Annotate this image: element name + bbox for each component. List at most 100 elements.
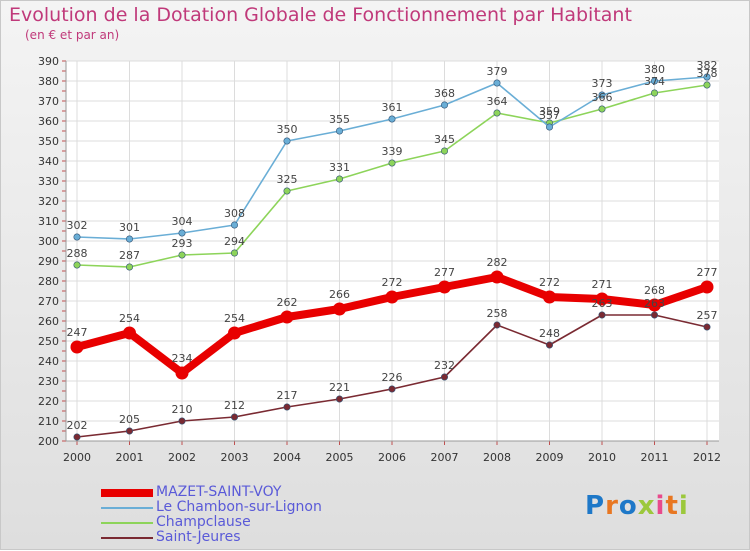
data-point-saint-jeures (231, 413, 239, 421)
data-point-chambon (650, 77, 658, 85)
data-label-chambon: 308 (224, 207, 245, 220)
x-tick-label: 2002 (168, 451, 196, 464)
data-point-chambon (703, 73, 711, 81)
data-point-chambon (440, 101, 448, 109)
data-label-champclause: 359 (539, 105, 560, 118)
data-label-champclause: 325 (277, 173, 298, 186)
y-tick-label: 370 (38, 95, 59, 108)
legend-item-saint-jeures: Saint-Jeures (101, 529, 401, 545)
data-label-saint-jeures: 257 (697, 309, 718, 322)
data-label-saint-jeures: 263 (644, 297, 665, 310)
data-label-mazet: 254 (119, 312, 140, 325)
data-label-chambon: 379 (487, 65, 508, 78)
data-point-mazet (175, 366, 189, 380)
data-label-chambon: 357 (539, 109, 560, 122)
legend-swatch-chambon (101, 507, 153, 509)
x-tick-label: 2008 (483, 451, 511, 464)
y-tick-label: 330 (38, 175, 59, 188)
data-label-saint-jeures: 210 (172, 403, 193, 416)
data-label-chambon: 355 (329, 113, 350, 126)
legend-swatch-champclause (101, 522, 153, 524)
data-label-champclause: 374 (644, 75, 665, 88)
y-tick-label: 220 (38, 395, 59, 408)
y-tick-label: 350 (38, 135, 59, 148)
data-point-champclause (598, 105, 606, 113)
data-label-mazet: 282 (487, 256, 508, 269)
x-tick-label: 2012 (693, 451, 721, 464)
data-label-champclause: 331 (329, 161, 350, 174)
data-point-champclause (650, 89, 658, 97)
data-point-mazet (123, 326, 136, 340)
chart-title: Evolution de la Dotation Globale de Fonc… (9, 4, 632, 26)
data-label-mazet: 266 (329, 288, 350, 301)
x-tick-label: 2004 (273, 451, 301, 464)
data-point-champclause (703, 81, 711, 89)
legend-item-chambon: Le Chambon-sur-Lignon (101, 499, 401, 515)
data-point-chambon (283, 137, 291, 145)
data-point-mazet (333, 302, 346, 316)
data-point-saint-jeures (73, 433, 81, 441)
legend-item-champclause: Champclause (101, 514, 401, 530)
data-point-champclause (126, 263, 134, 271)
y-tick-label: 270 (38, 295, 59, 308)
data-label-mazet: 268 (644, 284, 665, 297)
data-point-champclause (493, 109, 501, 117)
data-label-champclause: 364 (487, 95, 508, 108)
legend-item-mazet: MAZET-SAINT-VOY (101, 484, 401, 500)
data-point-saint-jeures (126, 427, 134, 435)
y-tick-label: 390 (38, 55, 59, 68)
y-tick-label: 250 (38, 335, 59, 348)
data-point-saint-jeures (283, 403, 291, 411)
data-point-champclause (178, 251, 186, 259)
x-tick-label: 2007 (431, 451, 459, 464)
y-tick-label: 230 (38, 375, 59, 388)
data-label-chambon: 382 (697, 59, 718, 72)
data-point-champclause (73, 261, 81, 269)
data-label-chambon: 361 (382, 101, 403, 114)
data-point-mazet (700, 280, 714, 294)
data-point-chambon (231, 221, 239, 229)
data-point-saint-jeures (598, 311, 606, 319)
data-label-champclause: 287 (119, 249, 140, 262)
data-label-champclause: 366 (592, 91, 613, 104)
data-point-champclause (335, 175, 343, 183)
data-point-champclause (440, 147, 448, 155)
data-point-chambon (493, 79, 501, 87)
data-label-mazet: 272 (382, 276, 403, 289)
data-label-saint-jeures: 258 (487, 307, 508, 320)
data-point-saint-jeures (178, 417, 186, 425)
y-tick-label: 240 (38, 355, 59, 368)
logo-letter: r (605, 491, 619, 521)
y-tick-label: 280 (38, 275, 59, 288)
data-label-chambon: 368 (434, 87, 455, 100)
data-label-saint-jeures: 226 (382, 371, 403, 384)
data-point-mazet (543, 290, 556, 304)
y-tick-label: 290 (38, 255, 59, 268)
legend: MAZET-SAINT-VOY Le Chambon-sur-Lignon Ch… (101, 484, 401, 545)
data-label-saint-jeures: 232 (434, 359, 455, 372)
y-tick-label: 310 (38, 215, 59, 228)
data-label-mazet: 277 (697, 266, 718, 279)
data-label-mazet: 271 (592, 278, 613, 291)
data-label-champclause: 378 (697, 67, 718, 80)
data-point-mazet (648, 298, 661, 312)
data-point-chambon (335, 127, 343, 135)
data-label-saint-jeures: 248 (539, 327, 560, 340)
logo-letter: P (585, 491, 606, 521)
x-tick-label: 2011 (641, 451, 669, 464)
x-tick-label: 2010 (588, 451, 616, 464)
data-point-champclause (283, 187, 291, 195)
data-label-mazet: 272 (539, 276, 560, 289)
y-tick-label: 200 (38, 435, 59, 448)
data-point-saint-jeures (440, 373, 448, 381)
y-tick-label: 260 (38, 315, 59, 328)
data-label-mazet: 247 (67, 326, 88, 339)
data-point-chambon (388, 115, 396, 123)
legend-label-champclause: Champclause (156, 514, 251, 530)
legend-swatch-mazet (101, 489, 153, 497)
data-point-mazet (595, 292, 609, 306)
y-tick-label: 320 (38, 195, 59, 208)
logo-letter: o (618, 491, 638, 521)
data-point-mazet (70, 340, 84, 354)
